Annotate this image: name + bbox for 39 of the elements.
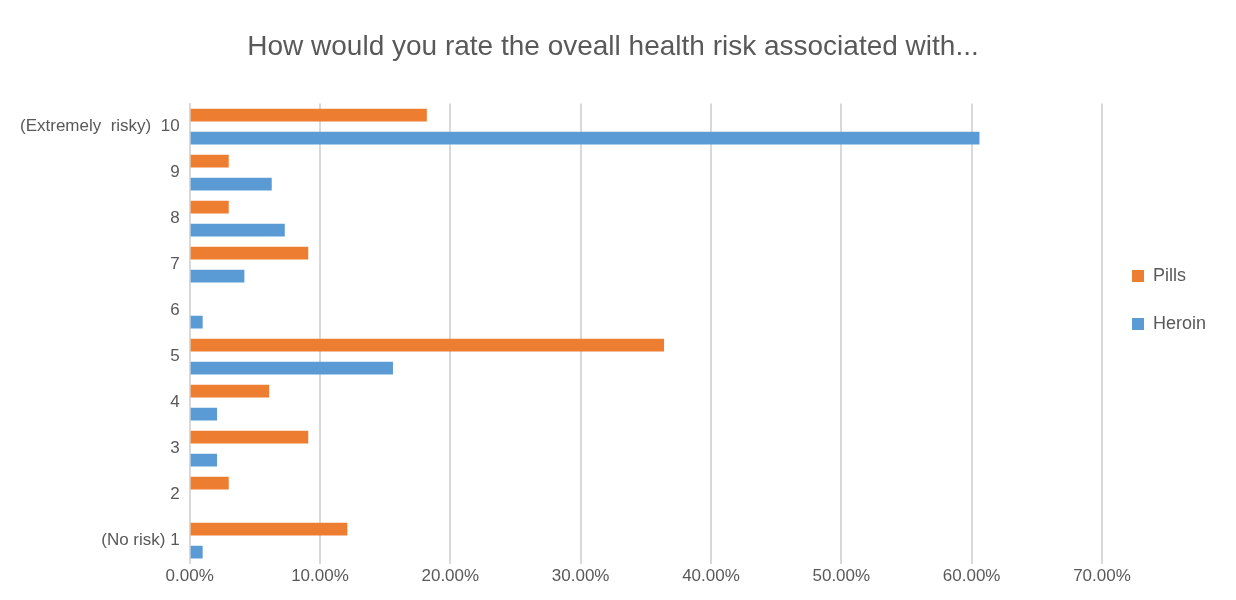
bar (190, 223, 285, 237)
x-tick-label: 70.00% (1073, 566, 1131, 586)
bar (190, 384, 270, 398)
y-tick-label: 8 (170, 208, 180, 228)
x-tick-label: 50.00% (812, 566, 871, 586)
y-tick-label: 3 (170, 438, 180, 458)
y-tick-label: 4 (170, 392, 180, 412)
bar (190, 200, 229, 214)
x-tick-label: 20.00% (421, 566, 480, 586)
bar (190, 453, 217, 467)
bar (190, 131, 980, 145)
bar (190, 338, 665, 352)
x-tick-label: 60.00% (942, 566, 1001, 586)
y-tick-label: 6 (170, 300, 180, 320)
bar (190, 407, 217, 421)
bar (190, 269, 245, 283)
y-tick-label: 7 (170, 254, 180, 274)
x-tick-label: 40.00% (682, 566, 740, 586)
bar (190, 361, 393, 375)
legend-label: Heroin (1152, 312, 1207, 333)
bar (190, 246, 309, 260)
bar (190, 522, 348, 536)
bar (190, 177, 272, 191)
bar (190, 315, 203, 329)
y-tick-label: (Extremely risky) 10 (19, 116, 180, 136)
legend-label: Pills (1152, 264, 1186, 285)
y-tick-label: 9 (170, 162, 180, 182)
bar (190, 430, 309, 444)
bar (190, 108, 427, 122)
x-tick-label: 10.00% (291, 566, 349, 586)
y-tick-label: (No risk) 1 (101, 530, 180, 550)
y-tick-label: 2 (170, 484, 180, 504)
bar (190, 476, 229, 490)
x-tick-label: 0.00% (165, 566, 214, 586)
bar (190, 545, 203, 559)
y-tick-label: 5 (170, 346, 180, 366)
x-tick-label: 30.00% (551, 566, 610, 586)
bar (190, 154, 229, 168)
chart-title: How would you rate the oveall health risk associated with... (247, 29, 979, 61)
